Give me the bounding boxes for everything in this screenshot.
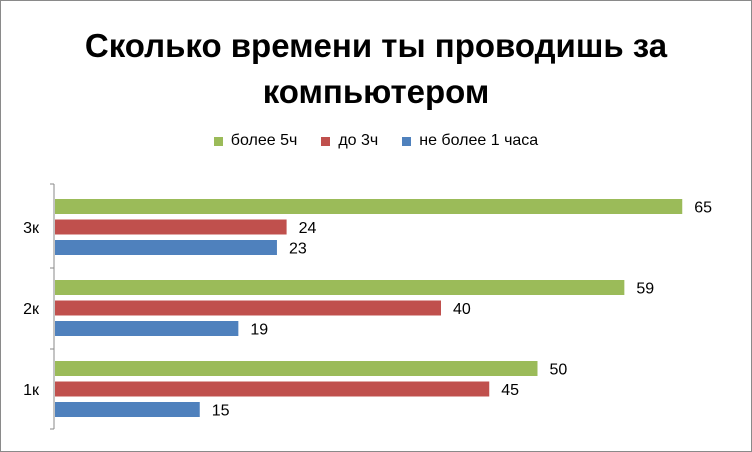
data-label: 24 [299,220,317,237]
bar [55,240,277,255]
data-label: 15 [212,403,230,420]
data-label: 19 [250,322,268,339]
legend-label-more-than-5h: более 5ч [230,132,298,149]
bar [55,361,538,376]
data-label: 45 [501,382,519,399]
bar [55,280,625,295]
data-label: 50 [550,362,568,379]
bar [55,300,441,316]
chart-title-line-2: компьютером [262,73,490,110]
bar [55,381,490,397]
legend-item-more-than-5h: более 5ч [213,132,298,150]
category-tick-label: 2к [23,301,40,318]
data-label: 59 [636,281,654,298]
bar [55,321,239,336]
legend-item-no-more-than-1h: не более 1 часа [402,132,538,150]
data-label: 65 [694,200,712,217]
legend-label-up-to-3h: до 3ч [338,132,379,149]
bar [55,199,683,214]
legend-label-no-more-than-1h: не более 1 часа [419,132,539,149]
category-tick-label: 3к [23,220,40,237]
legend-swatch-more-than-5h [213,136,223,146]
chart-title-line-1: Сколько времени ты проводишь за [84,27,668,64]
bar [55,402,200,417]
category-tick-label: 1к [23,382,40,399]
data-label: 23 [289,241,307,258]
legend-swatch-up-to-3h [321,136,331,146]
data-label: 40 [453,301,471,318]
chart-title: Сколько времени ты проводишь за компьюте… [1,23,751,115]
legend-swatch-no-more-than-1h [402,136,412,146]
bar [55,219,287,235]
legend: более 5ч до 3ч не более 1 часа [1,132,751,150]
legend-item-up-to-3h: до 3ч [321,132,378,150]
